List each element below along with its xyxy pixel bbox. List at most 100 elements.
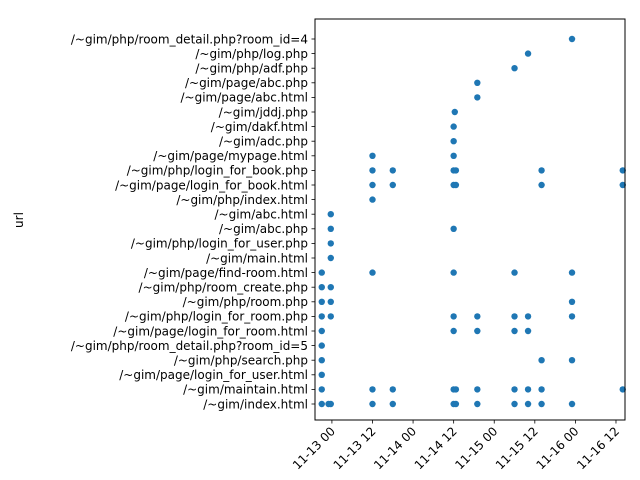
data-point <box>327 211 334 218</box>
data-point <box>474 79 481 87</box>
y-tick-label: /~gim/page/mypage.html <box>153 149 308 163</box>
y-tick-label: /~gim/page/login_for_book.html <box>115 178 308 192</box>
data-point <box>511 65 518 72</box>
data-point <box>369 400 376 408</box>
data-point <box>369 196 376 203</box>
data-points <box>318 35 626 408</box>
data-point <box>474 94 481 101</box>
y-tick-label: /~gim/dakf.html <box>211 120 308 134</box>
data-point <box>452 181 460 189</box>
y-tick-label: /~gim/php/adf.php <box>195 62 308 76</box>
data-point <box>511 327 518 335</box>
data-point <box>452 386 460 393</box>
y-tick-label: /~gim/main.html <box>206 251 308 265</box>
data-point <box>451 108 458 116</box>
data-point <box>474 400 481 408</box>
data-point <box>389 386 396 393</box>
data-point <box>450 327 457 335</box>
y-tick-label: /~gim/page/abc.php <box>185 76 308 90</box>
data-point <box>568 269 576 276</box>
data-point <box>452 400 460 408</box>
y-tick-label: /~gim/php/room_create.php <box>139 281 308 295</box>
data-point <box>524 327 532 335</box>
y-tick-label: /~gim/abc.php <box>219 222 308 236</box>
data-point <box>318 371 325 378</box>
data-point <box>619 386 626 393</box>
y-tick-label: /~gim/php/log.php <box>195 47 308 61</box>
data-point <box>389 167 396 174</box>
data-point <box>369 167 376 174</box>
y-tick-label: /~gim/index.html <box>203 397 308 411</box>
data-point <box>568 35 576 43</box>
data-point <box>568 357 576 364</box>
y-axis-label: url <box>12 212 26 228</box>
y-tick-label: /~gim/page/login_for_user.html <box>119 368 308 382</box>
data-point <box>318 327 325 335</box>
y-tick-label: /~gim/php/index.html <box>176 193 308 207</box>
data-point <box>511 313 518 320</box>
data-point <box>327 225 334 232</box>
data-point <box>452 167 460 174</box>
data-point <box>538 181 545 189</box>
data-point <box>538 386 545 393</box>
data-point <box>318 284 325 291</box>
data-point <box>538 167 545 174</box>
data-point <box>450 269 457 276</box>
data-point <box>318 269 325 276</box>
data-point <box>450 123 457 130</box>
y-tick-label: /~gim/jddj.php <box>219 105 308 119</box>
y-tick-label: /~gim/php/search.php <box>174 354 308 368</box>
data-point <box>524 386 532 393</box>
y-tick-label: /~gim/page/login_for_room.html <box>113 324 308 338</box>
plot-frame <box>314 18 626 421</box>
data-point <box>369 386 376 393</box>
data-point <box>524 313 532 320</box>
data-point <box>450 138 457 145</box>
data-point <box>619 181 626 189</box>
data-point <box>327 284 334 291</box>
y-tick-label: /~gim/php/room.php <box>183 295 308 309</box>
data-point <box>511 400 518 408</box>
data-point <box>450 313 457 320</box>
data-point <box>327 298 334 305</box>
y-tick-label: /~gim/php/login_for_book.php <box>127 164 308 178</box>
data-point <box>318 386 325 393</box>
data-point <box>327 313 334 320</box>
data-point <box>318 342 325 349</box>
y-tick-label: /~gim/page/abc.html <box>180 91 308 105</box>
data-point <box>369 181 376 189</box>
data-point <box>568 298 576 305</box>
data-point <box>538 400 545 408</box>
data-point <box>524 50 532 57</box>
y-tick-label: /~gim/abc.html <box>215 208 309 222</box>
data-point <box>318 357 325 364</box>
data-point <box>327 240 334 247</box>
y-tick-label: /~gim/php/room_detail.php?room_id=4 <box>71 32 308 46</box>
y-tick-label: /~gim/page/find-room.html <box>144 266 308 280</box>
data-point <box>369 269 376 276</box>
y-tick-label: /~gim/php/login_for_user.php <box>131 237 308 251</box>
y-tick-label: /~gim/php/room_detail.php?room_id=5 <box>71 339 308 353</box>
data-point <box>389 400 396 408</box>
data-point <box>619 167 626 174</box>
y-tick-label: /~gim/adc.php <box>219 135 308 149</box>
y-tick-label: /~gim/php/login_for_room.php <box>125 310 308 324</box>
data-point <box>327 254 334 262</box>
data-point <box>474 386 481 393</box>
data-point <box>524 400 532 408</box>
data-point <box>511 386 518 393</box>
y-tick-label: /~gim/maintain.html <box>183 383 308 397</box>
data-point <box>568 313 576 320</box>
data-point <box>389 181 396 189</box>
data-point <box>474 313 481 320</box>
data-point <box>369 152 376 159</box>
data-point <box>450 225 457 232</box>
y-axis-ticks: /~gim/index.html/~gim/maintain.html/~gim… <box>71 32 315 411</box>
data-point <box>511 269 518 276</box>
data-point <box>538 357 545 364</box>
data-point <box>327 400 334 408</box>
data-point <box>568 400 576 408</box>
data-point <box>474 327 481 335</box>
